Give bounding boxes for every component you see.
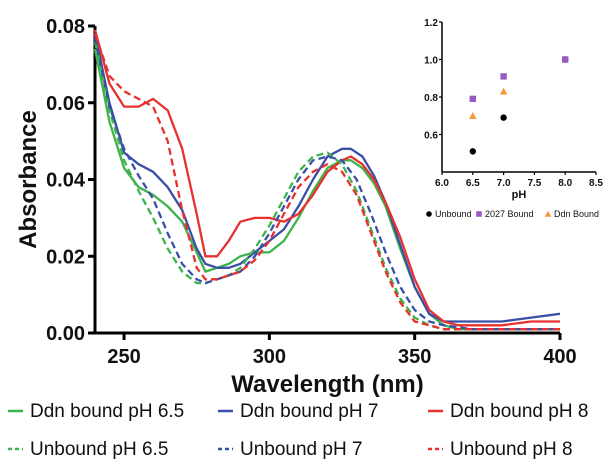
series-line-ddn-bound-ph-7 [93,33,561,323]
x-axis-title: Wavelength (nm) [231,371,423,398]
inset-y-tick-label: 0.6 [424,131,438,142]
legend-label: Unbound pH 7 [240,439,363,460]
y-tick-label: 0.08 [46,16,85,38]
y-tick-label: 0.06 [46,93,85,115]
inset-point-2027-bound [469,95,476,103]
inset-point-unbound [469,148,476,155]
inset-legend-label: Unbound [435,209,472,219]
main-legend: Ddn bound pH 6.5 Ddn bound pH 7 Ddn bound … [8,401,588,460]
y-axis-title: Absorbance [15,110,42,249]
x-tick-label: 400 [543,346,576,368]
inset-point-ddn-bound [469,112,477,119]
x-tick-label: 350 [398,346,431,368]
inset-legend-marker [544,210,552,217]
series-line-ddn-bound-ph-8 [93,29,560,327]
inset-point-unbound [500,114,507,121]
y-tick-label: 0.04 [46,170,86,192]
inset-ph-plot: 6.0 6.5 7.0 7.5 8.0 8.5 0.6 0.8 1.0 1.2 pH Unbound 2… [424,18,603,219]
inset-legend-label: 2027 Bound [485,209,534,219]
inset-x-tick-label: 6.0 [435,178,449,189]
inset-x-tick-label: 8.0 [558,178,572,189]
inset-legend-marker [426,211,432,217]
inset-point-2027-bound [562,56,569,63]
legend-label: Unbound pH 6.5 [30,439,168,460]
series-line-unbound-ph-8 [93,33,560,331]
inset-point-ddn-bound [499,87,508,95]
legend-label: Ddn bound pH 7 [240,401,378,422]
legend-label: Ddn bound pH 8 [450,401,588,422]
main-spectrum-plot: 250 300 350 400 0.00 0.02 0.04 0.06 0.08 Waveleng… [15,16,577,398]
inset-x-tick-label: 7.5 [527,178,541,189]
inset-legend-marker [476,211,482,217]
inset-x-tick-label: 6.5 [466,178,480,189]
inset-x-tick-label: 7.0 [497,178,511,189]
legend-label: Ddn bound pH 6.5 [30,401,184,422]
y-tick-label: 0.00 [46,323,85,345]
x-tick-label: 300 [253,346,286,368]
series-line-unbound-ph-6-5 [93,41,560,331]
y-tick-label: 0.02 [46,246,85,268]
inset-y-tick-label: 0.8 [424,93,438,104]
inset-x-axis-title: pH [512,189,527,201]
inset-y-tick-label: 1.2 [424,18,438,29]
inset-y-tick-label: 1.0 [424,56,438,67]
inset-legend-label: Ddn Bound [554,209,599,219]
legend-label: Unbound pH 8 [450,439,573,460]
series-line-ddn-bound-ph-6-5 [93,48,560,331]
x-tick-label: 250 [107,346,140,368]
inset-x-tick-label: 8.5 [589,178,603,189]
series-line-unbound-ph-7 [93,37,560,331]
inset-point-2027-bound [500,73,507,80]
